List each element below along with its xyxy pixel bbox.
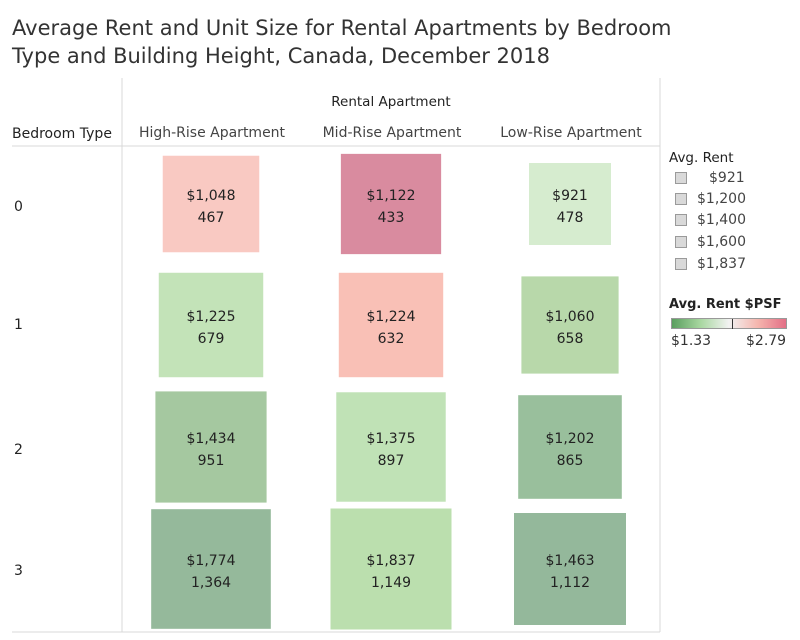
heatmap-cell-size-label: 897 bbox=[378, 453, 405, 469]
heatmap-cell[interactable]: $1,463 1,112 bbox=[514, 513, 626, 625]
heatmap-cell[interactable]: $921 478 bbox=[529, 163, 611, 245]
column-header-high-rise: High-Rise Apartment bbox=[138, 125, 286, 141]
heatmap-cell-size-label: 1,364 bbox=[191, 575, 231, 591]
chart-title-line-1: Average Rent and Unit Size for Rental Ap… bbox=[12, 16, 672, 40]
heatmap-cell-square bbox=[518, 395, 622, 499]
size-legend-title: Avg. Rent bbox=[669, 150, 734, 166]
heatmap-cell-rent-label: $921 bbox=[552, 188, 588, 204]
heatmap-cell-rent-label: $1,774 bbox=[187, 553, 236, 569]
heatmap-cell[interactable]: $1,225 679 bbox=[158, 272, 264, 378]
chart-title: Average Rent and Unit Size for Rental Ap… bbox=[12, 14, 692, 70]
heatmap-cell[interactable]: $1,375 897 bbox=[336, 392, 446, 502]
heatmap-cell-square bbox=[514, 513, 626, 625]
heatmap-cell[interactable]: $1,060 658 bbox=[521, 276, 619, 374]
color-legend-max-label: $2.79 bbox=[746, 333, 787, 349]
heatmap-cell-size-label: 1,149 bbox=[371, 575, 411, 591]
heatmap-cell-square bbox=[151, 509, 271, 629]
heatmap-cell-size-label: 433 bbox=[378, 210, 405, 226]
size-legend-square-icon bbox=[675, 258, 687, 270]
size-legend-label: $1,200 bbox=[697, 191, 746, 207]
heatmap-cell-rent-label: $1,060 bbox=[546, 309, 595, 325]
heatmap-cell[interactable]: $1,224 632 bbox=[338, 272, 444, 378]
heatmap-cell-square bbox=[338, 272, 444, 378]
column-header-mid-rise: Mid-Rise Apartment bbox=[322, 125, 462, 141]
row-label-1: 1 bbox=[14, 317, 23, 333]
size-legend-label: $1,600 bbox=[697, 234, 746, 250]
size-legend-label: $1,837 bbox=[697, 256, 746, 272]
heatmap-cell-size-label: 679 bbox=[198, 331, 225, 347]
size-legend-square-icon bbox=[675, 236, 687, 248]
heatmap-cell-rent-label: $1,434 bbox=[187, 431, 236, 447]
heatmap-cell-square bbox=[330, 508, 452, 630]
heatmap-cell-size-label: 658 bbox=[557, 331, 584, 347]
heatmap-cell-rent-label: $1,837 bbox=[367, 553, 416, 569]
heatmap-cell-size-label: 865 bbox=[557, 453, 584, 469]
row-label-0: 0 bbox=[14, 199, 23, 215]
heatmap-cell[interactable]: $1,048 467 bbox=[162, 155, 260, 253]
column-group-header: Rental Apartment bbox=[331, 94, 451, 110]
heatmap-cell[interactable]: $1,774 1,364 bbox=[151, 509, 271, 629]
heatmap-cell-square bbox=[521, 276, 619, 374]
heatmap-cell-size-label: 951 bbox=[198, 453, 225, 469]
heatmap-cell-rent-label: $1,375 bbox=[367, 431, 416, 447]
row-label-2: 2 bbox=[14, 442, 23, 458]
size-legend-square-icon bbox=[675, 193, 687, 205]
heatmap-cell-size-label: 632 bbox=[378, 331, 405, 347]
heatmap-cell-size-label: 467 bbox=[198, 210, 225, 226]
heatmap-cell-rent-label: $1,202 bbox=[546, 431, 595, 447]
heatmap-cell[interactable]: $1,434 951 bbox=[155, 391, 267, 503]
heatmap-cell-square bbox=[529, 163, 611, 245]
heatmap-cell[interactable]: $1,837 1,149 bbox=[330, 508, 452, 630]
size-legend-label: $1,400 bbox=[697, 212, 746, 228]
heatmap-cell[interactable]: $1,122 433 bbox=[340, 153, 442, 255]
heatmap-cell-rent-label: $1,225 bbox=[187, 309, 236, 325]
size-legend-square-icon bbox=[675, 214, 687, 226]
heatmap-cell-square bbox=[162, 155, 260, 253]
color-legend-min-label: $1.33 bbox=[671, 333, 712, 349]
heatmap-cell-rent-label: $1,224 bbox=[367, 309, 416, 325]
size-legend-square-icon bbox=[675, 172, 687, 184]
heatmap-cell-rent-label: $1,122 bbox=[367, 188, 416, 204]
color-legend-gradient[interactable] bbox=[671, 318, 787, 329]
heatmap-cell-rent-label: $1,048 bbox=[187, 188, 236, 204]
heatmap-cell-square bbox=[158, 272, 264, 378]
heatmap-cell-rent-label: $1,463 bbox=[546, 553, 595, 569]
row-label-3: 3 bbox=[14, 563, 23, 579]
heatmap-cell[interactable]: $1,202 865 bbox=[518, 395, 622, 499]
heatmap-cell-square bbox=[155, 391, 267, 503]
size-legend-label: $921 bbox=[709, 170, 745, 186]
color-legend-tick bbox=[732, 319, 733, 329]
color-legend-title: Avg. Rent $PSF bbox=[669, 297, 782, 312]
heatmap-cell-size-label: 1,112 bbox=[550, 575, 590, 591]
heatmap-cell-square bbox=[336, 392, 446, 502]
heatmap-cell-square bbox=[340, 153, 442, 255]
column-header-low-rise: Low-Rise Apartment bbox=[500, 125, 642, 141]
chart-title-line-2: Type and Building Height, Canada, Decemb… bbox=[12, 44, 551, 68]
row-header-title: Bedroom Type bbox=[12, 126, 112, 142]
heatmap-cell-size-label: 478 bbox=[557, 210, 584, 226]
